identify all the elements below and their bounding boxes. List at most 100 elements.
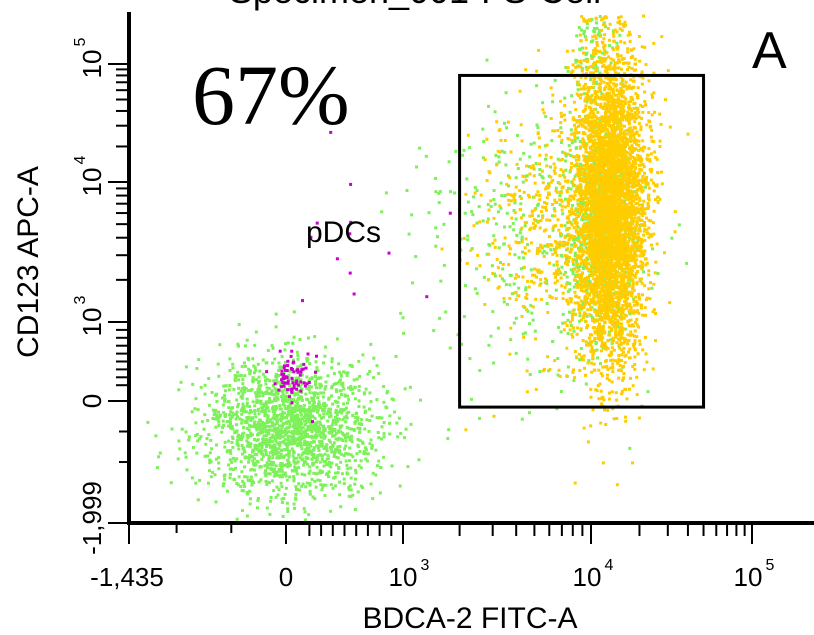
scatter-point	[481, 156, 485, 160]
scatter-point	[264, 433, 268, 437]
scatter-point	[582, 208, 586, 212]
scatter-point	[305, 359, 309, 363]
scatter-point	[595, 169, 599, 173]
scatter-point	[349, 385, 353, 389]
scatter-point	[276, 493, 280, 497]
scatter-point	[228, 472, 232, 476]
scatter-point	[291, 408, 294, 412]
scatter-point	[574, 228, 578, 232]
scatter-point	[324, 403, 328, 407]
scatter-point	[663, 251, 666, 255]
scatter-point	[277, 368, 281, 372]
scatter-point	[583, 99, 587, 103]
scatter-point	[257, 375, 261, 379]
scatter-point	[296, 415, 300, 418]
scatter-point	[275, 471, 279, 475]
scatter-point	[584, 38, 588, 42]
scatter-point	[576, 256, 580, 260]
scatter-point	[271, 424, 274, 428]
scatter-point	[176, 457, 180, 461]
scatter-point	[631, 176, 635, 180]
scatter-point	[308, 482, 312, 485]
scatter-point	[399, 432, 403, 435]
scatter-point	[617, 325, 621, 329]
scatter-point	[478, 416, 481, 420]
scatter-point	[281, 423, 285, 427]
scatter-point	[374, 448, 378, 452]
scatter-point	[280, 425, 284, 429]
scatter-point	[348, 427, 352, 431]
scatter-point	[650, 128, 654, 132]
scatter-point	[316, 369, 320, 373]
scatter-point	[577, 273, 581, 277]
scatter-point	[396, 435, 400, 439]
scatter-point	[249, 442, 253, 446]
scatter-point	[243, 450, 247, 454]
scatter-point	[342, 454, 346, 457]
scatter-point	[251, 462, 255, 466]
scatter-point	[570, 94, 574, 98]
scatter-point	[612, 151, 616, 155]
scatter-point	[154, 434, 158, 438]
scatter-point	[574, 58, 578, 62]
scatter-point	[582, 174, 586, 178]
scatter-point	[647, 119, 651, 123]
scatter-point	[570, 132, 574, 136]
scatter-point	[559, 99, 563, 103]
scatter-point	[243, 475, 247, 479]
scatter-point	[584, 373, 587, 377]
scatter-point	[271, 405, 275, 409]
scatter-point	[620, 392, 624, 396]
scatter-point	[335, 463, 339, 467]
scatter-point	[296, 365, 300, 369]
scatter-point	[236, 405, 240, 409]
scatter-point	[308, 377, 312, 381]
scatter-point	[598, 116, 602, 120]
scatter-point	[503, 225, 506, 229]
scatter-point	[298, 488, 302, 492]
scatter-point	[307, 451, 311, 455]
scatter-point	[618, 19, 622, 23]
scatter-point	[205, 437, 209, 440]
scatter-point	[273, 437, 277, 441]
scatter-point	[581, 358, 585, 362]
scatter-point	[579, 93, 583, 96]
scatter-point	[256, 433, 259, 437]
scatter-point	[304, 421, 308, 425]
scatter-point	[651, 247, 655, 251]
scatter-point	[306, 357, 310, 361]
scatter-point	[579, 210, 583, 214]
scatter-point	[577, 158, 581, 161]
scatter-point	[374, 473, 378, 477]
scatter-point	[286, 465, 290, 469]
scatter-point	[621, 185, 625, 189]
scatter-point	[620, 353, 624, 357]
scatter-point	[247, 367, 251, 371]
scatter-point	[206, 454, 210, 458]
scatter-point	[375, 364, 379, 368]
scatter-point	[303, 510, 307, 514]
scatter-point	[617, 72, 621, 76]
scatter-point	[603, 408, 606, 412]
scatter-point	[235, 398, 239, 402]
scatter-point	[576, 207, 580, 211]
scatter-point	[348, 484, 352, 488]
scatter-point	[240, 396, 244, 400]
scatter-point	[248, 369, 252, 373]
scatter-point	[300, 387, 304, 391]
scatter-point	[235, 423, 239, 427]
scatter-point	[516, 167, 520, 170]
scatter-point	[252, 371, 256, 375]
scatter-point	[562, 328, 566, 332]
scatter-point	[493, 110, 497, 114]
scatter-point	[621, 189, 625, 193]
scatter-point	[246, 478, 250, 482]
scatter-point	[528, 322, 531, 326]
scatter-point	[203, 392, 207, 396]
scatter-point	[619, 124, 623, 128]
scatter-point	[259, 402, 263, 406]
scatter-point	[194, 481, 198, 485]
scatter-point	[307, 384, 311, 388]
scatter-point	[618, 315, 622, 319]
scatter-point	[247, 460, 251, 464]
